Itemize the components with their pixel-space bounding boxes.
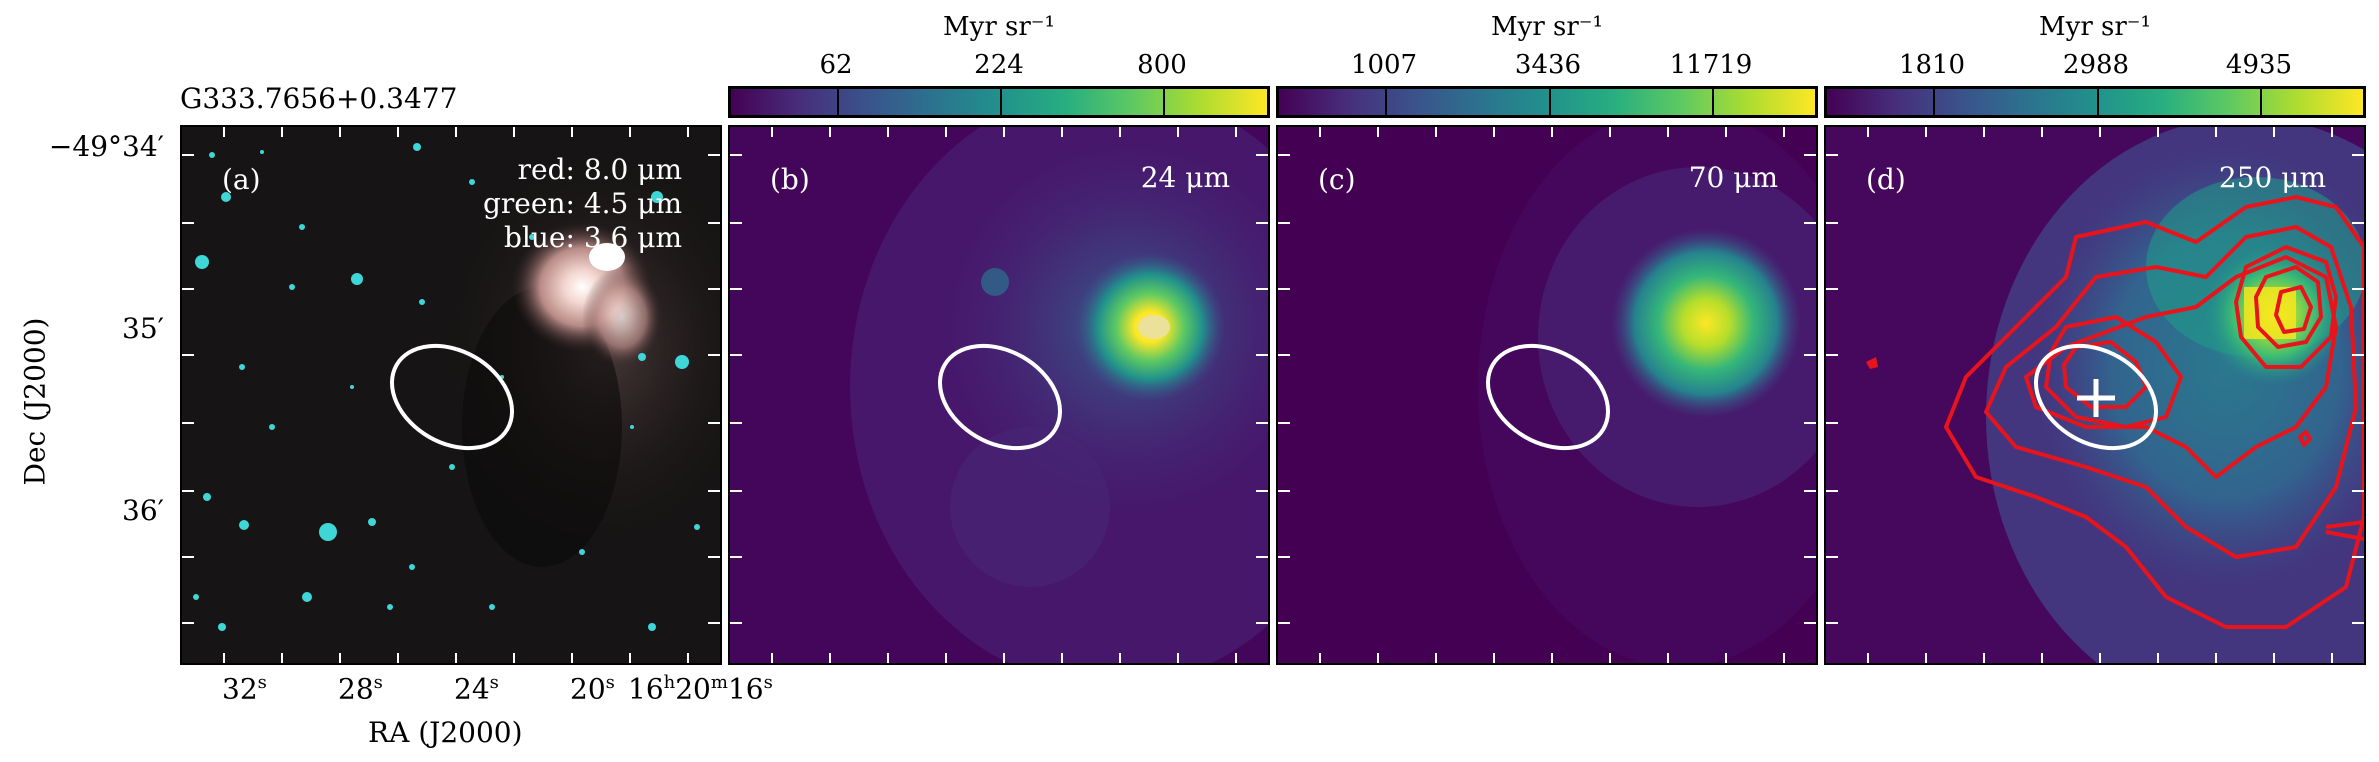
dec-tick-label: 35′ [122,312,164,345]
colorbar-unit-d: Myr sr⁻¹ [2039,12,2151,42]
dec-tick-label: −49°34′ [48,130,164,163]
colorbar-tick-label: 2988 [2062,50,2130,80]
colorbar-tick-label: 11719 [1669,50,1753,80]
colorbar-tick-label: 1007 [1350,50,1418,80]
colorbar-tick-label: 224 [974,50,1024,80]
wavelength-label-c: 70 μm [1688,161,1778,194]
panel-label-a: (a) [222,163,261,196]
wavelength-label-d: 250 μm [2218,161,2326,194]
ra-tick-label: 16h20m16s [628,672,773,706]
panel-c-image: (c) 70 μm [1276,125,1818,665]
panel-b-image: (b) 24 μm [728,125,1270,665]
dec-tick-label: 36′ [122,494,164,527]
ra-tick-label: 32s [222,672,267,706]
panel-a-image: (a) red: 8.0 μm green: 4.5 μm blue: 3.6 … [180,125,722,665]
colorbar-tick-label: 4935 [2225,50,2293,80]
wavelength-label-b: 24 μm [1140,161,1230,194]
colorbar-d [1824,86,2366,118]
colorbar-unit-b: Myr sr⁻¹ [943,12,1055,42]
legend-blue: blue: 3.6 μm [504,221,682,254]
x-axis-label: RA (J2000) [368,716,523,749]
ra-tick-label: 28s [338,672,383,706]
colorbar-b [728,86,1270,118]
ra-tick-label: 24s [454,672,499,706]
panel-d-image: (d) 250 μm [1824,125,2366,665]
legend-red: red: 8.0 μm [517,153,682,186]
colorbar-tick-label: 800 [1137,50,1187,80]
source-name: G333.7656+0.3477 [180,82,458,115]
panel-label-b: (b) [770,163,810,196]
colorbar-tick-label: 1810 [1898,50,1966,80]
colorbar-tick-label: 3436 [1514,50,1582,80]
panel-label-c: (c) [1318,163,1356,196]
ra-tick-label: 20s [570,672,615,706]
y-axis-label: Dec (J2000) [18,317,52,486]
legend-green: green: 4.5 μm [483,187,682,220]
colorbar-c [1276,86,1818,118]
colorbar-unit-c: Myr sr⁻¹ [1491,12,1603,42]
panel-label-d: (d) [1866,163,1906,196]
colorbar-tick-label: 62 [819,50,853,80]
